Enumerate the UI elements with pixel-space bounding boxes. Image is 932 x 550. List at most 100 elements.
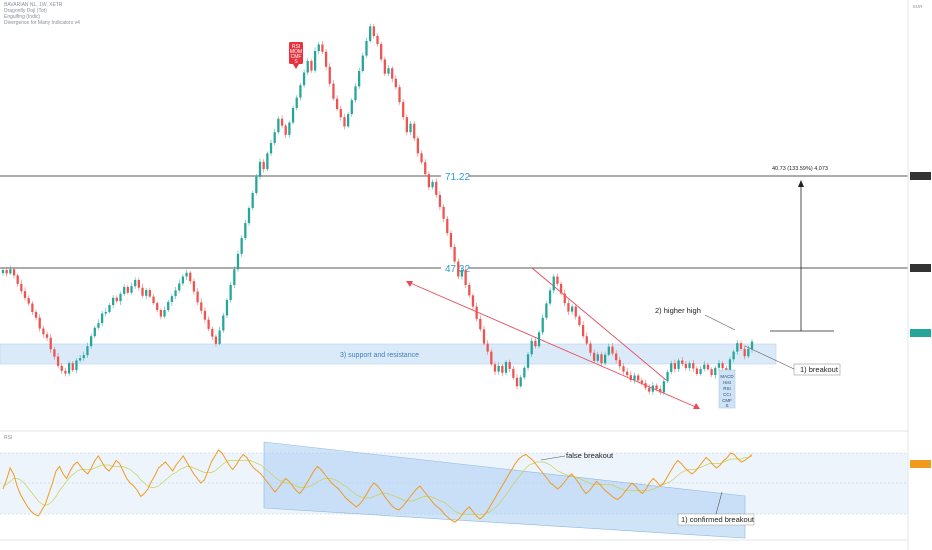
candle-body	[592, 352, 596, 361]
candle-body	[365, 40, 368, 56]
support-resistance-zone	[0, 343, 777, 365]
candle-body	[203, 310, 207, 320]
price-axis-bg	[908, 0, 932, 550]
candle-body	[431, 181, 434, 188]
candle-body	[607, 346, 610, 355]
candle-body	[159, 310, 163, 317]
candle-body	[519, 377, 522, 387]
signal-badge	[289, 42, 303, 64]
badge-line: RSI	[292, 44, 300, 50]
candle-body	[119, 293, 122, 302]
candle-body	[123, 286, 126, 294]
candle-body	[5, 270, 8, 274]
candle-body	[244, 223, 247, 239]
indicator-line: S	[725, 403, 728, 408]
candle-body	[196, 291, 199, 303]
candle-body	[49, 337, 52, 350]
candle-body	[266, 153, 269, 170]
symbol-title[interactable]: BAVARIAN NL, 1W, XETR	[4, 2, 63, 8]
candle-body	[659, 388, 662, 393]
candle-body	[717, 363, 721, 368]
candle-body	[189, 272, 192, 282]
candle-body	[148, 290, 152, 297]
candle-body	[229, 285, 232, 301]
candle-body	[291, 107, 295, 123]
candle-body	[541, 317, 544, 333]
false-breakout-pointer	[540, 455, 566, 461]
candle-body	[640, 380, 643, 384]
candle-body	[699, 368, 702, 374]
legend-line: Engulfing (Indic)	[4, 14, 40, 20]
candle-body	[537, 332, 541, 347]
rsi-line	[2, 449, 753, 523]
candle-body	[1, 270, 5, 274]
candle-body	[273, 132, 276, 143]
candle-body	[512, 368, 515, 378]
candle-body	[262, 161, 265, 170]
candle-body	[104, 311, 107, 314]
candle-body	[222, 315, 225, 331]
candle-body	[170, 296, 174, 302]
candle-body	[115, 297, 118, 302]
candle-body	[615, 353, 618, 361]
candle-body	[236, 253, 240, 270]
indicator-line: Hist	[723, 380, 731, 385]
level-label-71: 71.22	[445, 172, 470, 183]
candle-body	[703, 364, 706, 369]
candle-body	[486, 343, 489, 352]
measure-arrow-head	[798, 180, 804, 187]
candle-body	[100, 313, 104, 324]
candle-body	[394, 78, 397, 88]
indicator-box	[718, 369, 736, 409]
candle-body	[181, 276, 185, 284]
indicator-box-text: MACD Hist RSI CCI CMF S	[720, 374, 734, 408]
price-axis[interactable]: EUR	[907, 0, 932, 550]
candle-body	[354, 86, 357, 101]
candle-body	[578, 316, 581, 326]
candle-body	[424, 162, 427, 175]
candle-body	[247, 208, 251, 224]
level-tag-71	[910, 172, 931, 180]
candle-body	[218, 330, 221, 344]
candle-body	[618, 360, 621, 367]
candle-body	[611, 346, 614, 354]
candle-body	[75, 360, 78, 371]
candle-body	[163, 310, 166, 317]
candle-body	[321, 44, 324, 52]
candle-body	[255, 176, 258, 194]
candle-body	[200, 302, 203, 311]
candle-body	[442, 206, 445, 219]
candle-body	[89, 336, 93, 347]
candle-body	[574, 306, 577, 317]
candle-body	[112, 297, 115, 306]
legend-line: Dragonfly Doji (Tot)	[4, 8, 47, 14]
candle-body	[420, 153, 423, 163]
candle-body	[376, 35, 379, 45]
candle-body	[23, 291, 27, 299]
candle-body	[141, 287, 144, 296]
candle-body	[134, 280, 137, 287]
candle-body	[662, 381, 666, 393]
wedge-arrow-left	[406, 281, 413, 287]
badge-line: CMF	[291, 54, 302, 60]
candle-body	[398, 87, 401, 103]
candle-body	[416, 138, 420, 154]
confirmed-breakout-pointer	[715, 491, 723, 515]
candle-body	[449, 233, 453, 247]
rsi-channel	[263, 441, 746, 539]
candle-body	[361, 55, 364, 71]
candle-body	[383, 59, 386, 74]
candle-body	[501, 365, 504, 373]
candle-body	[596, 354, 599, 361]
candle-body	[332, 83, 335, 99]
measure-label: 40.73 (133.59%) 4,073	[772, 166, 828, 172]
candle-body	[402, 102, 405, 118]
candle-body	[358, 70, 361, 87]
indicator-line: CMF	[722, 398, 732, 403]
candle-body	[178, 283, 181, 291]
candle-body	[479, 318, 482, 330]
candle-body	[328, 66, 331, 84]
candle-body	[346, 114, 350, 127]
rsi-ma-line	[2, 455, 753, 515]
breakout-pointer	[744, 345, 795, 370]
